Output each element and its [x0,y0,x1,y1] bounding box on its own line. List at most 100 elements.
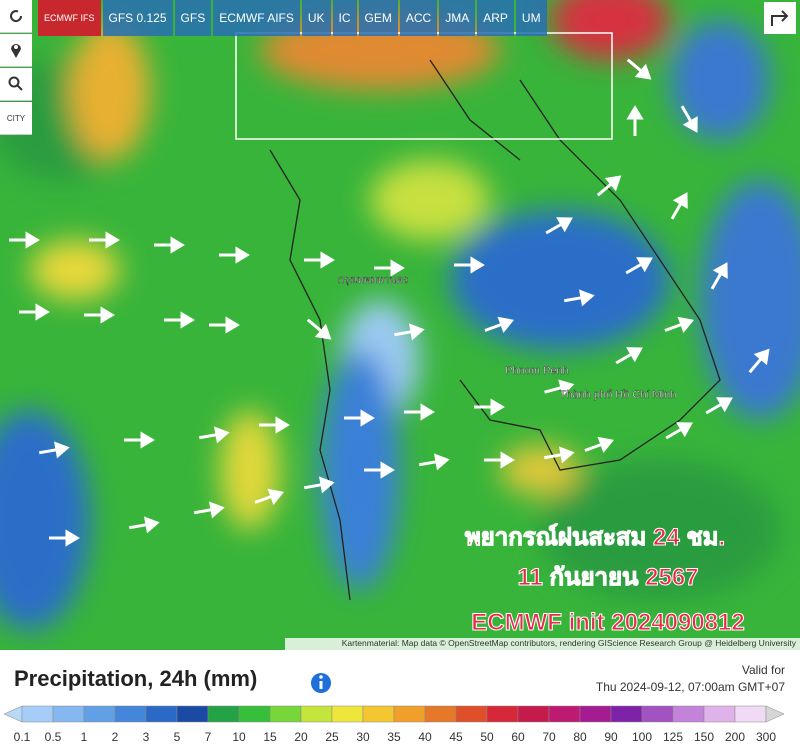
legend-title: Precipitation, 24h (mm) [14,666,257,691]
scale-label: 90 [604,730,618,744]
scale-label: 60 [511,730,525,744]
model-button[interactable]: GFS [174,0,212,36]
scale-arrow-left [3,705,23,723]
wind-arrow [344,409,375,427]
wind-arrow [259,416,290,434]
wind-arrow [209,316,240,334]
model-button[interactable]: JMA [439,0,476,36]
scale-label: 35 [387,730,401,744]
zoom-icon [8,76,23,91]
model-button[interactable]: GEM [358,0,398,36]
wind-arrow [219,246,250,264]
wind-arrow [303,476,335,494]
wind-arrow [364,461,395,479]
scale-arrow-right [765,705,785,723]
info-icon-dot [319,675,323,679]
border-lines [269,59,721,601]
scale-label: 25 [325,730,339,744]
wind-arrow [164,311,195,329]
color-scale: 0.1 0.5 1 2 3 5 7 10 15 20 25 30 35 40 45 50 60 70 80 90 100… [3,705,785,744]
scale-segment [424,705,457,723]
wind-arrow [484,316,515,333]
scale-segment [21,705,54,723]
wind-arrow [193,501,225,519]
scale-segment [393,705,426,723]
scale-segment [455,705,488,723]
model-button[interactable]: GFS 0.125 [102,0,173,36]
scale-label: 3 [143,730,150,744]
wind-arrow [128,516,160,534]
model-button[interactable]: IC [332,0,357,36]
scale-label: 125 [663,730,683,744]
wind-arrow [38,441,70,459]
scale-label: 10 [232,730,246,744]
scale-label: 2 [112,730,119,744]
wind-arrow [543,446,575,464]
wind-arrow [484,451,515,469]
scale-label: 45 [449,730,463,744]
scale-segment [176,705,209,723]
wind-arrow [404,403,435,421]
info-icon-stem [319,681,323,689]
wind-arrow [680,105,698,133]
scale-label: 200 [725,730,745,744]
scale-segment [52,705,85,723]
wind-arrows [9,58,770,547]
scale-label: 0.1 [14,730,31,744]
scale-segment [331,705,364,723]
scale-segment [672,705,705,723]
map: Kartenmaterial: Map data © OpenStreetMap… [0,0,800,650]
scale-segment [548,705,581,723]
wind-arrow [710,262,728,290]
scale-label: 7 [205,730,212,744]
model-button[interactable]: ACC [399,0,438,36]
overlay-date: 11 กันยายน 2567 [517,564,698,591]
wind-arrow [625,257,653,275]
model-button[interactable]: UK [301,0,331,36]
model-button[interactable]: ECMWF IFS [38,0,101,36]
scale-label: 5 [174,730,181,744]
place-label: Phnom Penh [505,365,569,377]
model-button[interactable]: UM [515,0,547,36]
scale-segment [486,705,519,723]
wind-arrow [124,431,155,449]
precip-field [0,0,800,630]
wind-arrow [306,318,332,340]
scale-segment [145,705,178,723]
scale-label: 30 [356,730,370,744]
share-button[interactable] [764,2,796,34]
scale-label: 1 [81,730,88,744]
scale-segment [734,705,767,723]
model-button[interactable]: ECMWF AIFS [213,0,300,36]
wind-arrow [748,348,770,374]
wind-arrow [664,316,695,333]
place-label: Thành phố Hồ Chí Minh [560,389,677,401]
city-button[interactable]: CITY [0,102,32,135]
scale-label: 150 [694,730,714,744]
wind-arrow [544,379,575,397]
scale-segment [579,705,612,723]
wind-arrow [670,192,688,220]
wind-arrow [393,323,425,341]
scale-segment [703,705,736,723]
attribution-bg [285,638,800,650]
wind-arrow [254,488,285,505]
attribution: Kartenmaterial: Map data © OpenStreetMap… [342,638,797,648]
valid-label: Valid for [742,663,785,677]
wind-arrow [304,251,335,269]
wind-arrow [626,58,652,80]
zoom-button[interactable] [0,68,32,101]
refresh-button[interactable] [0,0,32,33]
location-button[interactable] [0,34,32,67]
wind-arrow [665,422,693,440]
city-label: CITY [6,113,26,123]
share-icon [771,10,789,26]
scale-segment [83,705,116,723]
wind-arrow [454,256,485,274]
model-button[interactable]: ARP [477,0,514,36]
scale-segment [641,705,674,723]
wind-arrow [84,306,115,324]
overlay-title: พยากรณ์ฝนสะสม 24 ชม. [465,523,725,551]
wind-arrow [596,175,622,197]
